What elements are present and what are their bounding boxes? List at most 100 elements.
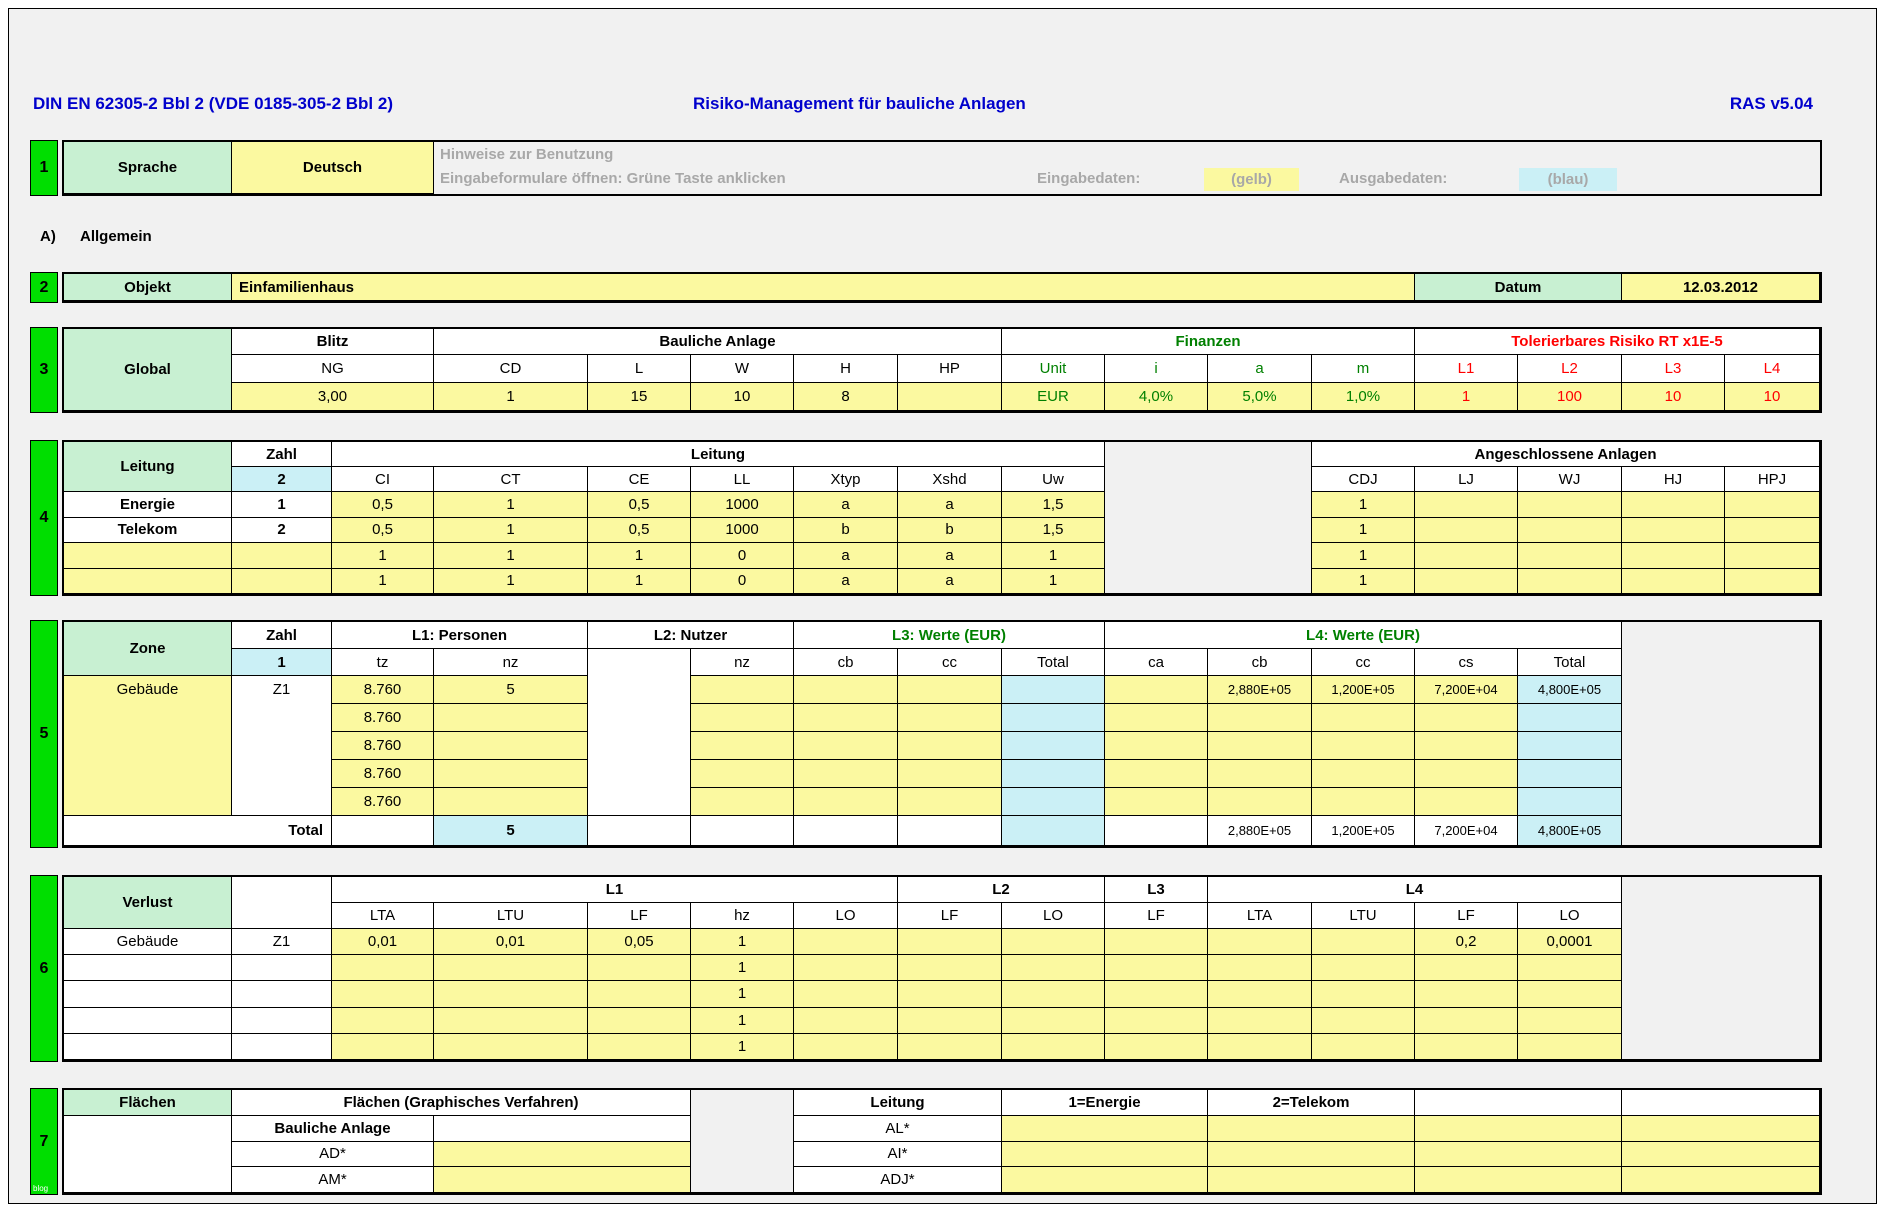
input-cell[interactable] <box>1312 788 1415 816</box>
input-cell[interactable] <box>434 1141 691 1168</box>
input-cell[interactable]: 1 <box>691 929 794 956</box>
input-cell[interactable]: 1 <box>434 543 588 569</box>
section-6-button[interactable]: 6 <box>30 875 58 1062</box>
input-cell[interactable] <box>1518 1007 1622 1034</box>
input-cell[interactable] <box>898 1007 1002 1034</box>
input-cell[interactable]: 1,200E+05 <box>1312 676 1415 704</box>
input-cell[interactable] <box>1725 517 1820 543</box>
input-cell[interactable]: 7,200E+04 <box>1415 676 1518 704</box>
input-cell[interactable]: b <box>898 517 1002 543</box>
input-cell[interactable]: 0,5 <box>588 492 691 518</box>
input-cell[interactable] <box>1415 788 1518 816</box>
val-w[interactable]: 10 <box>691 383 794 411</box>
input-cell[interactable] <box>1518 492 1622 518</box>
input-cell[interactable]: 1 <box>588 568 691 594</box>
section-5-button[interactable]: 5 <box>30 620 58 848</box>
input-cell[interactable]: a <box>794 543 898 569</box>
input-cell[interactable] <box>1415 760 1518 788</box>
input-cell[interactable] <box>64 543 232 569</box>
input-cell[interactable] <box>1622 517 1725 543</box>
input-cell[interactable] <box>1518 517 1622 543</box>
input-cell[interactable]: 0,05 <box>588 929 691 956</box>
input-cell[interactable] <box>898 955 1002 982</box>
input-cell[interactable] <box>232 568 332 594</box>
input-cell[interactable] <box>794 676 898 704</box>
input-cell[interactable] <box>588 1007 691 1034</box>
val-i[interactable]: 4,0% <box>1105 383 1208 411</box>
input-cell[interactable] <box>1002 981 1105 1008</box>
input-cell[interactable] <box>434 1167 691 1193</box>
input-cell[interactable]: 1 <box>332 568 434 594</box>
input-cell[interactable]: 8.760 <box>332 788 434 816</box>
input-cell[interactable] <box>794 955 898 982</box>
input-cell[interactable] <box>1622 568 1725 594</box>
input-cell[interactable] <box>1002 1033 1105 1060</box>
language-value-cell[interactable]: Deutsch <box>232 142 434 194</box>
input-cell[interactable] <box>691 732 794 760</box>
input-cell[interactable]: 1 <box>691 1007 794 1034</box>
input-cell[interactable] <box>1415 1167 1622 1193</box>
input-cell[interactable]: 0,01 <box>332 929 434 956</box>
input-cell[interactable] <box>1622 1116 1820 1142</box>
input-cell[interactable]: 1,5 <box>1002 492 1105 518</box>
val-l4[interactable]: 10 <box>1725 383 1820 411</box>
input-cell[interactable] <box>434 1033 588 1060</box>
input-cell[interactable] <box>1622 1141 1820 1168</box>
input-cell[interactable] <box>1208 1007 1312 1034</box>
input-cell[interactable]: a <box>794 568 898 594</box>
input-cell[interactable] <box>1105 704 1208 732</box>
input-cell[interactable]: 0,01 <box>434 929 588 956</box>
input-cell[interactable] <box>1208 1116 1415 1142</box>
input-cell[interactable]: a <box>794 492 898 518</box>
section-1-button[interactable]: 1 <box>30 140 58 196</box>
input-cell[interactable] <box>1622 492 1725 518</box>
input-cell[interactable]: 2,880E+05 <box>1208 676 1312 704</box>
input-cell[interactable]: 1000 <box>691 517 794 543</box>
input-cell[interactable] <box>64 568 232 594</box>
input-cell[interactable] <box>691 760 794 788</box>
input-cell[interactable] <box>898 704 1002 732</box>
input-cell[interactable] <box>1105 929 1208 956</box>
input-cell[interactable] <box>1002 1141 1208 1168</box>
input-cell[interactable] <box>1312 1007 1415 1034</box>
val-l[interactable]: 15 <box>588 383 691 411</box>
input-cell[interactable] <box>434 1007 588 1034</box>
input-cell[interactable] <box>434 760 588 788</box>
input-cell[interactable] <box>1415 1141 1622 1168</box>
input-cell[interactable]: 1000 <box>691 492 794 518</box>
input-cell[interactable] <box>1002 1007 1105 1034</box>
input-cell[interactable]: 1 <box>332 543 434 569</box>
input-cell[interactable]: 8.760 <box>332 732 434 760</box>
input-cell[interactable] <box>1518 981 1622 1008</box>
zone-name-cell[interactable]: Gebäude <box>64 676 232 816</box>
input-cell[interactable] <box>1415 1007 1518 1034</box>
input-cell[interactable] <box>794 929 898 956</box>
input-cell[interactable] <box>1208 981 1312 1008</box>
input-cell[interactable] <box>1312 955 1415 982</box>
input-cell[interactable]: 1 <box>434 568 588 594</box>
input-cell[interactable] <box>898 1033 1002 1060</box>
input-cell[interactable] <box>794 760 898 788</box>
input-cell[interactable] <box>1208 929 1312 956</box>
section-3-button[interactable]: 3 <box>30 327 58 413</box>
input-cell[interactable] <box>1725 492 1820 518</box>
input-cell[interactable] <box>1622 543 1725 569</box>
val-l2[interactable]: 100 <box>1518 383 1622 411</box>
input-cell[interactable] <box>1415 543 1518 569</box>
input-cell[interactable]: a <box>898 492 1002 518</box>
input-cell[interactable] <box>1518 1033 1622 1060</box>
input-cell[interactable]: 1 <box>434 492 588 518</box>
input-cell[interactable] <box>232 543 332 569</box>
input-cell[interactable] <box>1312 760 1415 788</box>
objekt-value-cell[interactable]: Einfamilienhaus <box>232 274 1415 301</box>
section-7-button[interactable]: 7 blog <box>30 1088 58 1195</box>
input-cell[interactable] <box>1105 1033 1208 1060</box>
input-cell[interactable]: 1 <box>1312 543 1415 569</box>
input-cell[interactable] <box>691 676 794 704</box>
input-cell[interactable] <box>1725 568 1820 594</box>
input-cell[interactable] <box>691 788 794 816</box>
input-cell[interactable] <box>1518 543 1622 569</box>
input-cell[interactable]: 0,5 <box>332 517 434 543</box>
val-m[interactable]: 1,0% <box>1312 383 1415 411</box>
val-unit[interactable]: EUR <box>1002 383 1105 411</box>
